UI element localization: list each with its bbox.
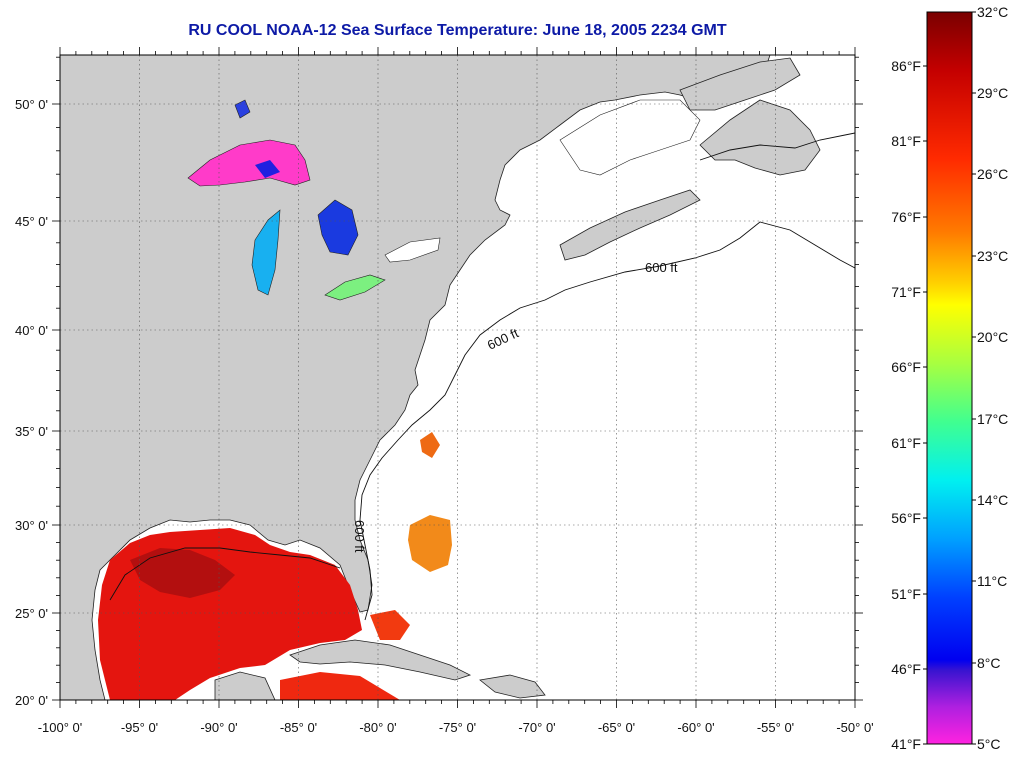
longitude-label: -100° 0' (38, 720, 83, 735)
longitude-label: -90° 0' (200, 720, 237, 735)
gridlines (60, 55, 855, 700)
colorbar-celsius-label: 14°C (977, 492, 1008, 508)
longitude-label: -70° 0' (518, 720, 555, 735)
colorbar-celsius-label: 8°C (977, 655, 1001, 671)
colorbar (926, 11, 973, 745)
longitude-label: -80° 0' (359, 720, 396, 735)
lake-huron-sst (317, 199, 359, 256)
lake-ontario-sst (384, 237, 441, 263)
colorbar-fahrenheit-label: 66°F (891, 359, 921, 375)
cuba-land (289, 639, 472, 681)
latitude-label: 40° 0' (15, 323, 48, 338)
yucatan-land (214, 671, 276, 700)
axis-ticks (52, 47, 863, 708)
hispaniola-land (479, 674, 546, 699)
latitude-label: 45° 0' (15, 214, 48, 229)
atlantic-sst-orange (408, 515, 452, 572)
longitude-label: -95° 0' (121, 720, 158, 735)
latitude-label: 35° 0' (15, 424, 48, 439)
longitude-label: -55° 0' (757, 720, 794, 735)
florida-keys-sst (370, 610, 410, 640)
newfoundland-land (699, 99, 821, 176)
colorbar-fahrenheit-label: 51°F (891, 586, 921, 602)
lake-erie-sst (324, 274, 386, 301)
latitude-label: 30° 0' (15, 518, 48, 533)
colorbar-fahrenheit-label: 56°F (891, 510, 921, 526)
latitude-axis: 50° 0' 45° 0' 40° 0' 35° 0' 30° 0' 25° 0' 20° … (15, 97, 48, 708)
colorbar-celsius-label: 11°C (977, 573, 1007, 589)
colorbar-fahrenheit-label: 41°F (891, 736, 921, 752)
colorbar-celsius-label: 32°C (977, 4, 1008, 20)
longitude-axis: -100° 0' -95° 0' -90° 0' -85° 0' -80° 0' -75°… (38, 720, 874, 735)
colorbar-celsius-label: 29°C (977, 85, 1008, 101)
colorbar-fahrenheit-label: 61°F (891, 435, 921, 451)
colorbar-celsius-label: 5°C (977, 736, 1001, 752)
colorbar-celsius-label: 26°C (977, 166, 1008, 182)
latitude-label: 50° 0' (15, 97, 48, 112)
longitude-label: -50° 0' (836, 720, 873, 735)
isobath-label: 600 ft (645, 260, 678, 275)
isobath-contour-north (699, 132, 855, 161)
longitude-label: -85° 0' (280, 720, 317, 735)
colorbar-celsius-label: 17°C (977, 411, 1008, 427)
colorbar-labels: 32°C 29°C 26°C 23°C 20°C 17°C 14°C 11°C 8°C 5°C 86… (891, 4, 1008, 752)
colorbar-fahrenheit-label: 71°F (891, 284, 921, 300)
isobath-label: 600 ft (352, 520, 367, 553)
latitude-label: 25° 0' (15, 606, 48, 621)
gulf-st-lawrence (559, 99, 701, 176)
caribbean-sst (280, 672, 400, 700)
isobath-contour (359, 221, 855, 621)
colorbar-fahrenheit-label: 86°F (891, 58, 921, 74)
colorbar-celsius-label: 23°C (977, 248, 1008, 264)
lake-superior-blue (255, 160, 280, 178)
colorbar-fahrenheit-label: 81°F (891, 133, 921, 149)
lake-superior-sst (187, 139, 311, 187)
labrador-land (679, 57, 801, 111)
colorbar-fahrenheit-label: 46°F (891, 661, 921, 677)
map-title: RU COOL NOAA-12 Sea Surface Temperature:… (188, 22, 727, 39)
latitude-label: 20° 0' (15, 693, 48, 708)
longitude-label: -75° 0' (439, 720, 476, 735)
isobath-contour-gulf (109, 547, 341, 601)
lake-nipigon-sst (234, 99, 251, 119)
gulf-sst-dark (130, 548, 235, 598)
atlantic-sst-orange-2 (420, 432, 440, 458)
north-america-land (60, 55, 771, 700)
longitude-label: -65° 0' (598, 720, 635, 735)
lake-michigan-sst (251, 209, 281, 296)
colorbar-fahrenheit-label: 76°F (891, 209, 921, 225)
maritimes-land (559, 189, 701, 261)
colorbar-celsius-label: 20°C (977, 329, 1008, 345)
longitude-label: -60° 0' (677, 720, 714, 735)
